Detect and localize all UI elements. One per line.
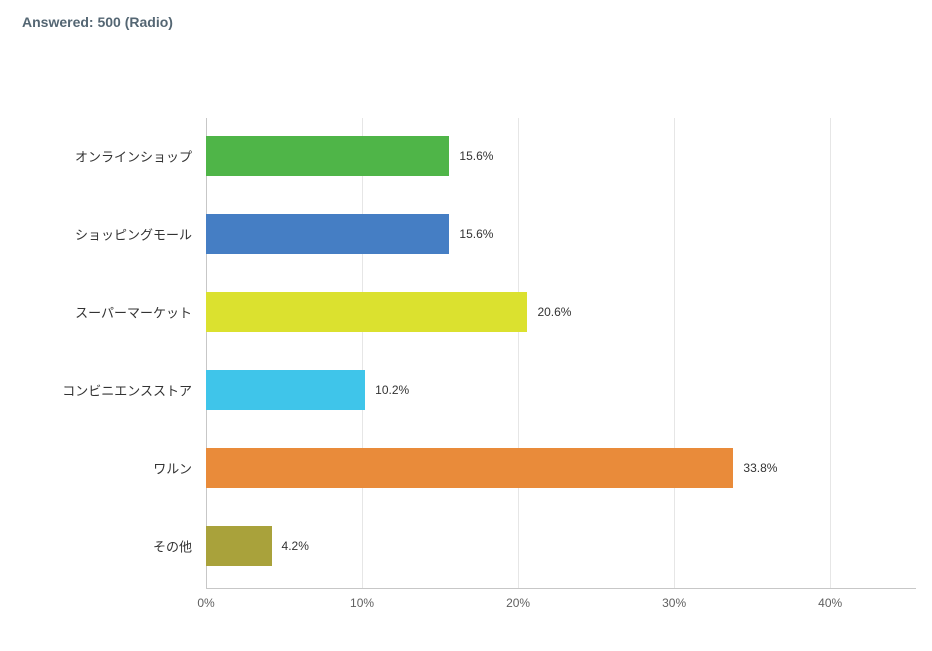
x-tick-label: 10%: [350, 596, 374, 610]
bar: [206, 292, 527, 332]
bar-value-label: 15.6%: [459, 227, 493, 241]
category-label: その他: [153, 537, 192, 556]
bar: [206, 370, 365, 410]
category-label: ワルン: [153, 459, 192, 478]
category-label: オンラインショップ: [75, 147, 192, 166]
x-axis-line: [206, 588, 916, 589]
gridline: [830, 118, 831, 588]
x-tick-label: 40%: [818, 596, 842, 610]
bar: [206, 448, 733, 488]
bar-value-label: 15.6%: [459, 149, 493, 163]
y-baseline: [206, 118, 207, 588]
chart-plot-area: 0%10%20%30%40%15.6%15.6%20.6%10.2%33.8%4…: [206, 118, 916, 588]
x-tick-label: 30%: [662, 596, 686, 610]
bar-value-label: 4.2%: [282, 539, 309, 553]
answered-header: Answered: 500 (Radio): [22, 14, 173, 30]
category-label: ショッピングモール: [75, 225, 192, 244]
bar: [206, 526, 272, 566]
category-label: コンビニエンスストア: [62, 381, 192, 400]
bar-value-label: 20.6%: [537, 305, 571, 319]
gridline: [674, 118, 675, 588]
gridline: [362, 118, 363, 588]
x-tick-label: 20%: [506, 596, 530, 610]
bar-value-label: 33.8%: [743, 461, 777, 475]
bar-value-label: 10.2%: [375, 383, 409, 397]
gridline: [518, 118, 519, 588]
x-tick-label: 0%: [197, 596, 214, 610]
category-label: スーパーマーケット: [75, 303, 192, 322]
bar: [206, 136, 449, 176]
bar: [206, 214, 449, 254]
